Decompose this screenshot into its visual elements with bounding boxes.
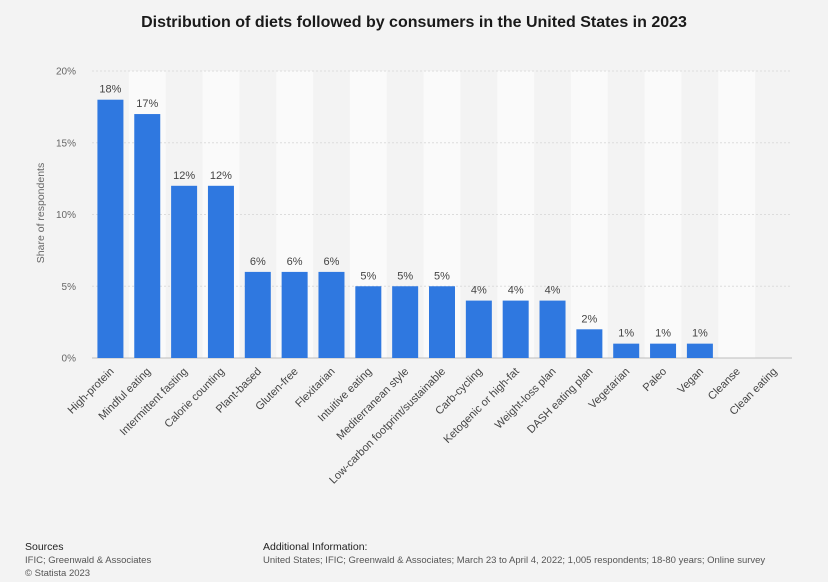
data-label: 12%	[210, 170, 232, 182]
x-category-label: Mediterranean style	[334, 366, 411, 443]
y-tick-label: 15%	[56, 138, 76, 149]
x-category-label: Cleanse	[706, 366, 743, 403]
data-label: 4%	[508, 285, 524, 297]
additional-info-heading: Additional Information:	[263, 541, 368, 553]
data-label: 5%	[434, 270, 450, 282]
x-category-label: Intermittent fasting	[118, 366, 190, 438]
data-label: 1%	[692, 328, 708, 340]
bar[interactable]	[207, 185, 234, 358]
y-axis-ticks: 0% 5% 10% 15% 20%	[56, 67, 76, 365]
data-label: 5%	[397, 270, 413, 282]
additional-info-block: Additional Information: United States; I…	[263, 541, 765, 567]
data-labels: 18% 17% 12% 12% 6% 6% 6% 5% 5% 5% 4% 4% 4% 2% 1% 1% 1%	[99, 84, 708, 340]
bar[interactable]	[465, 300, 492, 358]
data-label: 1%	[655, 328, 671, 340]
bar[interactable]	[355, 286, 382, 358]
data-label: 1%	[618, 328, 634, 340]
y-tick-label: 20%	[56, 67, 76, 78]
x-category-label: Vegan	[675, 366, 706, 397]
data-label: 4%	[471, 285, 487, 297]
y-axis-label: Share of respondents	[35, 163, 47, 263]
sources-text: IFIC; Greenwald & Associates	[25, 555, 152, 566]
sources-block: Sources IFIC; Greenwald & Associates © S…	[25, 541, 151, 580]
bar[interactable]	[281, 271, 308, 358]
bar[interactable]	[650, 343, 677, 358]
y-tick-label: 0%	[62, 354, 77, 365]
bar[interactable]	[502, 300, 529, 358]
bar[interactable]	[392, 286, 419, 358]
bar[interactable]	[539, 300, 566, 358]
data-label: 6%	[324, 256, 340, 268]
data-label: 17%	[136, 98, 158, 110]
data-label: 6%	[250, 256, 266, 268]
column-band	[644, 71, 682, 358]
data-label: 12%	[173, 170, 195, 182]
data-label: 4%	[545, 285, 561, 297]
data-label: 18%	[99, 84, 121, 96]
additional-info-text: United States; IFIC; Greenwald & Associa…	[263, 555, 766, 566]
x-category-label: DASH eating plan	[525, 366, 595, 436]
bar[interactable]	[171, 185, 198, 358]
bar[interactable]	[97, 99, 124, 358]
x-category-label: Paleo	[641, 366, 669, 394]
bar[interactable]	[318, 271, 345, 358]
chart-title: Distribution of diets followed by consum…	[141, 14, 687, 31]
data-label: 2%	[581, 313, 597, 325]
copyright-text: © Statista 2023	[25, 568, 91, 579]
bars	[97, 99, 713, 358]
y-tick-label: 5%	[62, 282, 77, 293]
data-label: 6%	[287, 256, 303, 268]
bar[interactable]	[429, 286, 455, 358]
bar[interactable]	[576, 329, 603, 358]
bar[interactable]	[134, 114, 161, 358]
y-tick-label: 10%	[56, 210, 76, 221]
bar[interactable]	[686, 343, 713, 358]
bar[interactable]	[244, 271, 271, 358]
sources-heading: Sources	[25, 541, 64, 553]
data-label: 5%	[360, 270, 376, 282]
bar[interactable]	[613, 343, 640, 358]
